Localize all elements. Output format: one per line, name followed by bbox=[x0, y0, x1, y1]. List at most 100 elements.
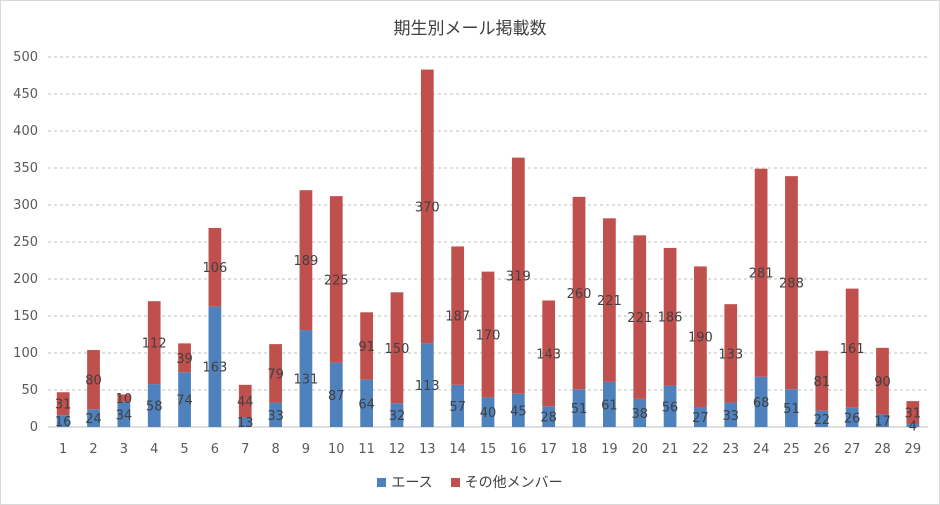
data-label-ace: 58 bbox=[146, 400, 163, 415]
x-tick-label: 9 bbox=[302, 442, 310, 457]
legend-item-other-members: その他メンバー bbox=[450, 472, 563, 492]
data-label-other-members: 31 bbox=[905, 407, 922, 422]
data-label-ace: 16 bbox=[55, 415, 72, 430]
data-label-other-members: 225 bbox=[324, 273, 349, 288]
data-label-ace: 33 bbox=[267, 409, 284, 424]
data-label-ace: 45 bbox=[510, 404, 527, 419]
bar-segment-ace bbox=[694, 407, 707, 427]
bar-segment-other-members bbox=[147, 301, 161, 385]
data-label-other-members: 31 bbox=[55, 398, 72, 413]
bar-segment-other-members bbox=[694, 266, 707, 408]
x-tick-label: 2 bbox=[89, 442, 97, 457]
chart-legend: エース その他メンバー bbox=[0, 472, 940, 492]
bar-segment-other-members bbox=[511, 157, 525, 394]
x-tick-label: 24 bbox=[753, 442, 770, 457]
data-label-other-members: 90 bbox=[874, 375, 891, 390]
data-label-ace: 131 bbox=[294, 373, 319, 388]
y-tick-label: 200 bbox=[13, 272, 38, 287]
data-label-other-members: 81 bbox=[814, 375, 831, 390]
bar-segment-ace bbox=[785, 389, 798, 427]
data-label-other-members: 190 bbox=[688, 331, 713, 346]
bar-segment-other-members bbox=[845, 288, 859, 408]
x-tick-label: 21 bbox=[662, 442, 679, 457]
data-label-ace: 74 bbox=[176, 394, 193, 409]
legend-swatch-other-members bbox=[450, 477, 460, 487]
bar-segment-ace bbox=[420, 343, 434, 427]
data-label-other-members: 39 bbox=[176, 352, 193, 367]
bar-segment-ace bbox=[299, 330, 313, 427]
bar-segment-ace bbox=[87, 409, 100, 427]
bar-segment-other-members bbox=[420, 69, 434, 344]
data-label-ace: 113 bbox=[415, 379, 440, 394]
x-tick-label: 1 bbox=[59, 442, 67, 457]
bar-segment-ace bbox=[845, 407, 859, 427]
data-label-other-members: 79 bbox=[267, 367, 284, 382]
data-label-ace: 51 bbox=[783, 402, 800, 417]
data-label-other-members: 133 bbox=[718, 347, 743, 362]
y-tick-label: 350 bbox=[13, 161, 38, 176]
legend-item-ace: エース bbox=[377, 472, 433, 492]
x-tick-label: 3 bbox=[120, 442, 128, 457]
bar-segment-ace bbox=[269, 402, 282, 427]
bar-segment-ace bbox=[511, 393, 525, 427]
x-tick-label: 25 bbox=[783, 442, 800, 457]
bar-segment-ace bbox=[815, 410, 829, 427]
y-tick-label: 400 bbox=[13, 124, 38, 139]
x-tick-label: 5 bbox=[180, 442, 188, 457]
bar-segment-ace bbox=[572, 389, 586, 427]
data-label-other-members: 112 bbox=[142, 337, 167, 352]
bar-segment-other-members bbox=[603, 218, 616, 382]
bar-segment-ace bbox=[56, 415, 70, 427]
y-tick-label: 50 bbox=[21, 383, 38, 398]
bar-segment-other-members bbox=[117, 394, 131, 402]
data-label-other-members: 221 bbox=[597, 294, 622, 309]
data-label-ace: 28 bbox=[540, 411, 557, 426]
data-label-other-members: 288 bbox=[779, 277, 804, 292]
data-label-other-members: 143 bbox=[536, 347, 561, 362]
data-label-ace: 57 bbox=[449, 400, 466, 415]
data-label-ace: 40 bbox=[480, 406, 497, 421]
legend-label-other-members: その他メンバー bbox=[464, 475, 563, 491]
bar-segment-ace bbox=[329, 362, 343, 427]
data-label-ace: 64 bbox=[358, 397, 375, 412]
y-tick-label: 450 bbox=[13, 87, 38, 102]
y-tick-label: 250 bbox=[13, 235, 38, 250]
data-label-ace: 26 bbox=[844, 411, 861, 426]
data-label-other-members: 150 bbox=[385, 342, 410, 357]
legend-swatch-ace bbox=[377, 477, 387, 487]
bar-segment-other-members bbox=[815, 350, 829, 411]
data-label-other-members: 106 bbox=[202, 261, 227, 276]
data-label-ace: 163 bbox=[202, 361, 227, 376]
data-label-ace: 22 bbox=[814, 413, 831, 428]
data-label-other-members: 91 bbox=[358, 340, 375, 355]
bar-segment-ace bbox=[603, 381, 616, 427]
data-label-other-members: 187 bbox=[445, 310, 470, 325]
x-tick-label: 8 bbox=[271, 442, 279, 457]
bar-segment-ace bbox=[147, 384, 161, 427]
bar-segment-ace bbox=[724, 402, 738, 427]
bar-segment-ace bbox=[360, 379, 373, 427]
x-tick-label: 18 bbox=[571, 442, 588, 457]
bar-segment-other-members bbox=[451, 246, 465, 385]
data-label-other-members: 221 bbox=[627, 311, 652, 326]
bar-segment-other-members bbox=[87, 350, 100, 410]
bar-segment-other-members bbox=[238, 384, 252, 418]
x-tick-label: 6 bbox=[211, 442, 219, 457]
bar-segment-other-members bbox=[906, 401, 920, 425]
y-tick-label: 150 bbox=[13, 309, 38, 324]
bar-segment-other-members bbox=[481, 271, 495, 398]
data-label-ace: 4 bbox=[909, 420, 917, 435]
data-label-ace: 17 bbox=[874, 415, 891, 430]
bar-segment-other-members bbox=[299, 190, 313, 331]
bar-segment-other-members bbox=[56, 392, 70, 416]
x-tick-label: 7 bbox=[241, 442, 249, 457]
data-label-other-members: 281 bbox=[749, 267, 774, 282]
y-tick-label: 0 bbox=[30, 420, 38, 435]
x-tick-label: 17 bbox=[540, 442, 557, 457]
x-tick-label: 23 bbox=[722, 442, 739, 457]
x-tick-label: 14 bbox=[449, 442, 466, 457]
data-label-other-members: 170 bbox=[476, 329, 501, 344]
bar-segment-ace bbox=[876, 414, 889, 427]
x-tick-label: 29 bbox=[905, 442, 922, 457]
data-label-ace: 34 bbox=[116, 408, 133, 423]
